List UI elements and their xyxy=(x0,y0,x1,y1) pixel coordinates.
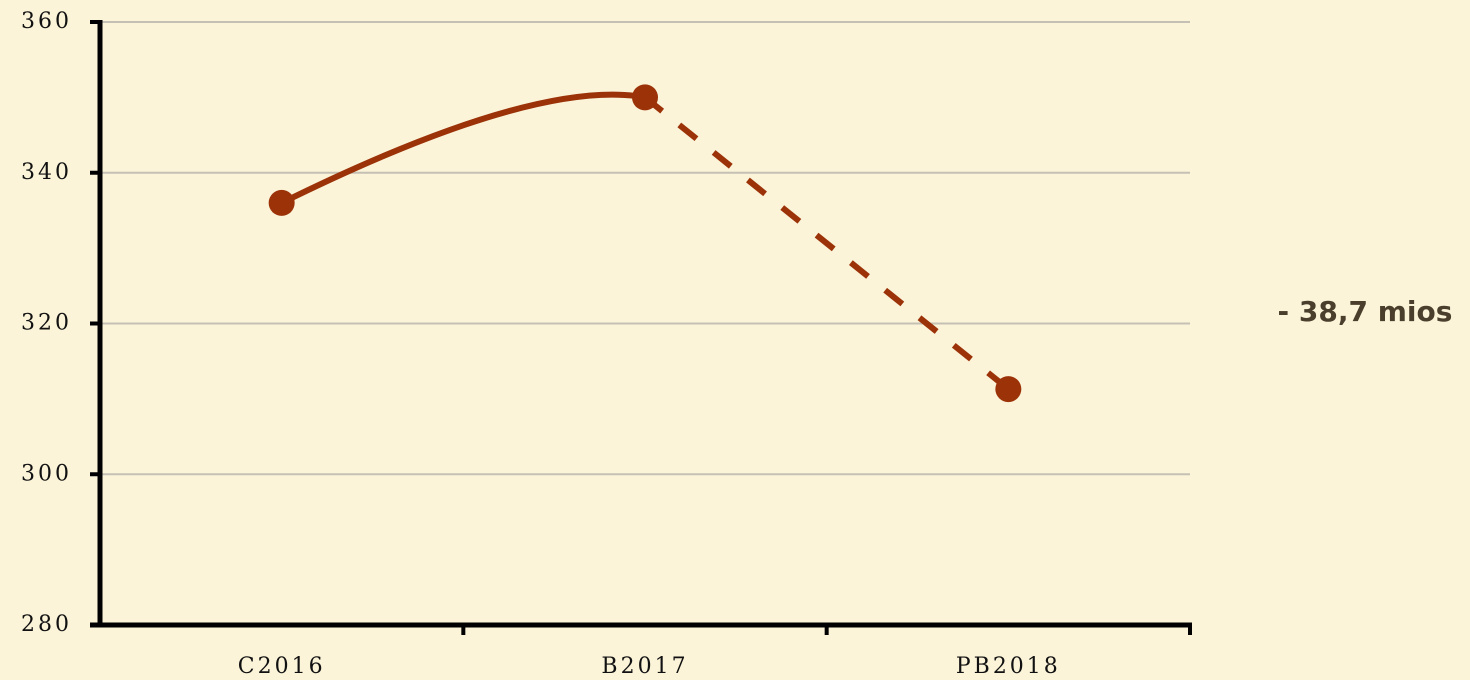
x-tick-label: C2016 xyxy=(238,654,326,679)
point xyxy=(268,189,295,216)
y-tick-label: 300 xyxy=(21,461,72,486)
x-tick-label: PB2018 xyxy=(956,654,1061,679)
y-tick-label: 280 xyxy=(21,612,72,637)
x-tick-label: B2017 xyxy=(601,654,688,679)
y-tick-label: 340 xyxy=(21,160,72,185)
y-tick-label: 320 xyxy=(21,311,72,336)
point xyxy=(632,84,658,111)
point xyxy=(995,376,1022,403)
y-tick-label: 360 xyxy=(21,9,72,34)
line-segment xyxy=(280,91,646,206)
line-segment xyxy=(643,95,1011,392)
annotation: - 38,7 mios xyxy=(1278,295,1453,328)
